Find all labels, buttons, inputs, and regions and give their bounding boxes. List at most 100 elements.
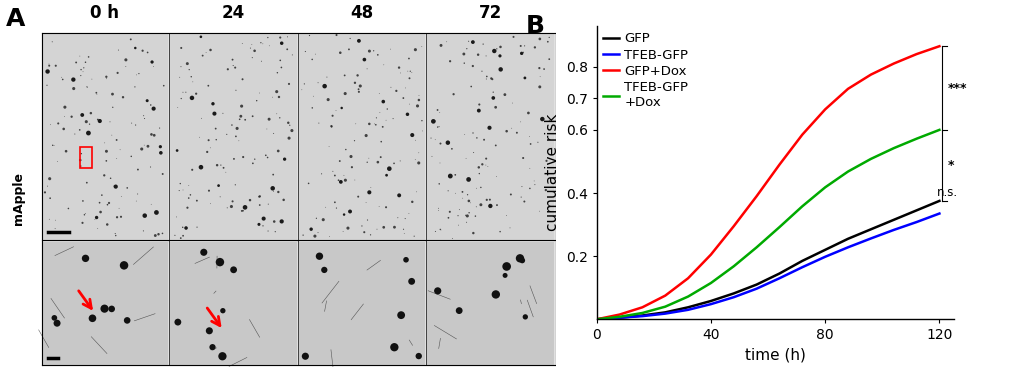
Point: [455, 51, 472, 57]
Point: [78, 119, 95, 125]
Point: [99, 222, 115, 228]
Point: [411, 160, 427, 166]
Point: [72, 67, 89, 73]
Point: [414, 44, 430, 50]
Point: [273, 65, 289, 70]
Point: [395, 226, 412, 232]
Point: [101, 200, 117, 206]
Point: [469, 135, 485, 141]
Text: *: *: [947, 159, 954, 172]
Point: [223, 204, 239, 210]
Point: [540, 34, 556, 40]
Point: [358, 200, 374, 206]
Point: [361, 189, 377, 195]
Point: [496, 272, 513, 278]
Point: [446, 172, 463, 178]
Point: [429, 124, 445, 130]
Point: [460, 38, 476, 44]
Point: [503, 100, 520, 106]
Bar: [170, 242, 297, 365]
Point: [275, 197, 291, 203]
Point: [316, 83, 332, 89]
Point: [224, 57, 240, 63]
Point: [397, 85, 414, 91]
Point: [90, 117, 106, 123]
Point: [37, 189, 53, 195]
Point: [441, 209, 458, 215]
Point: [532, 74, 548, 80]
Point: [371, 204, 387, 210]
Point: [174, 233, 191, 239]
Point: [227, 65, 244, 70]
Point: [145, 63, 161, 69]
Point: [294, 232, 311, 238]
Point: [148, 210, 164, 215]
Point: [55, 126, 71, 132]
Point: [336, 72, 353, 78]
Point: [425, 119, 441, 124]
Point: [102, 175, 118, 181]
Point: [541, 117, 557, 123]
Point: [374, 124, 390, 130]
Point: [363, 185, 379, 190]
Point: [297, 48, 313, 54]
Point: [450, 207, 467, 212]
Point: [122, 36, 139, 42]
Point: [391, 158, 408, 164]
Point: [462, 200, 478, 206]
Point: [461, 198, 477, 204]
Point: [98, 76, 114, 81]
Point: [223, 122, 239, 128]
Point: [264, 185, 280, 191]
Point: [117, 63, 133, 69]
Point: [135, 48, 151, 54]
Bar: [427, 242, 553, 365]
Point: [454, 195, 471, 201]
Point: [531, 208, 547, 214]
Point: [440, 215, 457, 221]
Point: [49, 159, 65, 164]
Bar: [79, 147, 92, 168]
Point: [171, 188, 187, 193]
Point: [429, 107, 445, 113]
Point: [261, 116, 277, 122]
Point: [129, 167, 146, 172]
Point: [512, 119, 528, 125]
Point: [476, 137, 492, 143]
Point: [182, 74, 199, 80]
Point: [474, 68, 490, 74]
Point: [324, 113, 340, 119]
Point: [479, 164, 495, 170]
Point: [304, 105, 320, 111]
Point: [98, 158, 114, 164]
Point: [501, 225, 518, 231]
Point: [225, 63, 242, 69]
Point: [90, 226, 106, 232]
Point: [110, 47, 126, 53]
Point: [400, 75, 417, 81]
Point: [537, 187, 553, 193]
Point: [113, 194, 129, 200]
Point: [89, 91, 105, 97]
Point: [214, 308, 230, 314]
Point: [202, 47, 218, 53]
Point: [414, 128, 430, 134]
Point: [475, 41, 491, 47]
Point: [174, 224, 191, 230]
Point: [504, 34, 521, 40]
Point: [373, 139, 389, 145]
Point: [143, 102, 159, 108]
Point: [330, 177, 346, 183]
Point: [326, 199, 342, 205]
Point: [465, 230, 481, 236]
Point: [48, 63, 64, 69]
Point: [234, 76, 251, 82]
Point: [268, 111, 284, 117]
Point: [187, 91, 204, 97]
Point: [119, 185, 136, 191]
Point: [378, 172, 394, 178]
Point: [311, 120, 327, 126]
Point: [487, 291, 503, 297]
Point: [487, 142, 503, 148]
Point: [502, 192, 519, 197]
